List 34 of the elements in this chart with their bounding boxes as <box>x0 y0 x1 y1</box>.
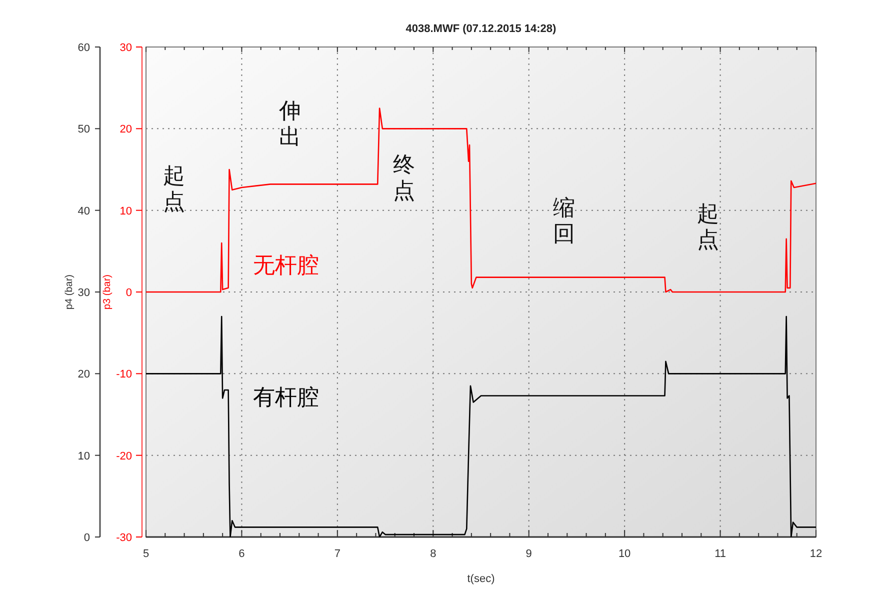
chart-title: 4038.MWF (07.12.2015 14:28) <box>406 23 557 35</box>
y2-axis-title: p3 (bar) <box>102 274 113 310</box>
x-tick-label: 9 <box>526 548 532 560</box>
y2-tick-label: -10 <box>116 368 132 381</box>
series-label: 有杆腔 <box>253 386 320 411</box>
y2-tick-label: -30 <box>116 532 132 544</box>
annotation: 起点 <box>163 164 185 215</box>
y-tick-label: 20 <box>78 368 90 381</box>
x-tick-label: 8 <box>430 548 436 560</box>
annotation: 起点 <box>697 202 719 253</box>
y2-tick-label: -20 <box>116 450 132 462</box>
y-tick-label: 30 <box>78 287 90 299</box>
y2-tick-label: 20 <box>120 124 132 136</box>
annotation: 伸出 <box>278 99 301 150</box>
x-tick-label: 11 <box>714 548 726 560</box>
annotation: 终点 <box>393 153 415 204</box>
annotation: 缩回 <box>553 196 575 247</box>
x-tick-label: 12 <box>810 548 822 560</box>
y-tick-label: 40 <box>78 205 90 218</box>
y-axis-title: p4 (bar) <box>64 274 75 310</box>
x-tick-label: 7 <box>334 548 340 560</box>
x-tick-label: 10 <box>618 548 631 560</box>
y-tick-label: 50 <box>78 124 90 136</box>
line-series <box>146 316 816 537</box>
series-label: 无杆腔 <box>253 253 320 278</box>
y-tick-label: 60 <box>78 42 90 54</box>
y-tick-label: 10 <box>78 450 90 462</box>
y2-tick-label: 30 <box>120 42 132 54</box>
y2-tick-label: 10 <box>120 205 132 218</box>
y-tick-label: 0 <box>84 532 90 544</box>
x-tick-label: 6 <box>238 548 245 560</box>
x-axis-title: t(sec) <box>467 573 495 585</box>
x-tick-label: 5 <box>142 548 150 560</box>
y2-tick-label: 0 <box>126 287 132 299</box>
